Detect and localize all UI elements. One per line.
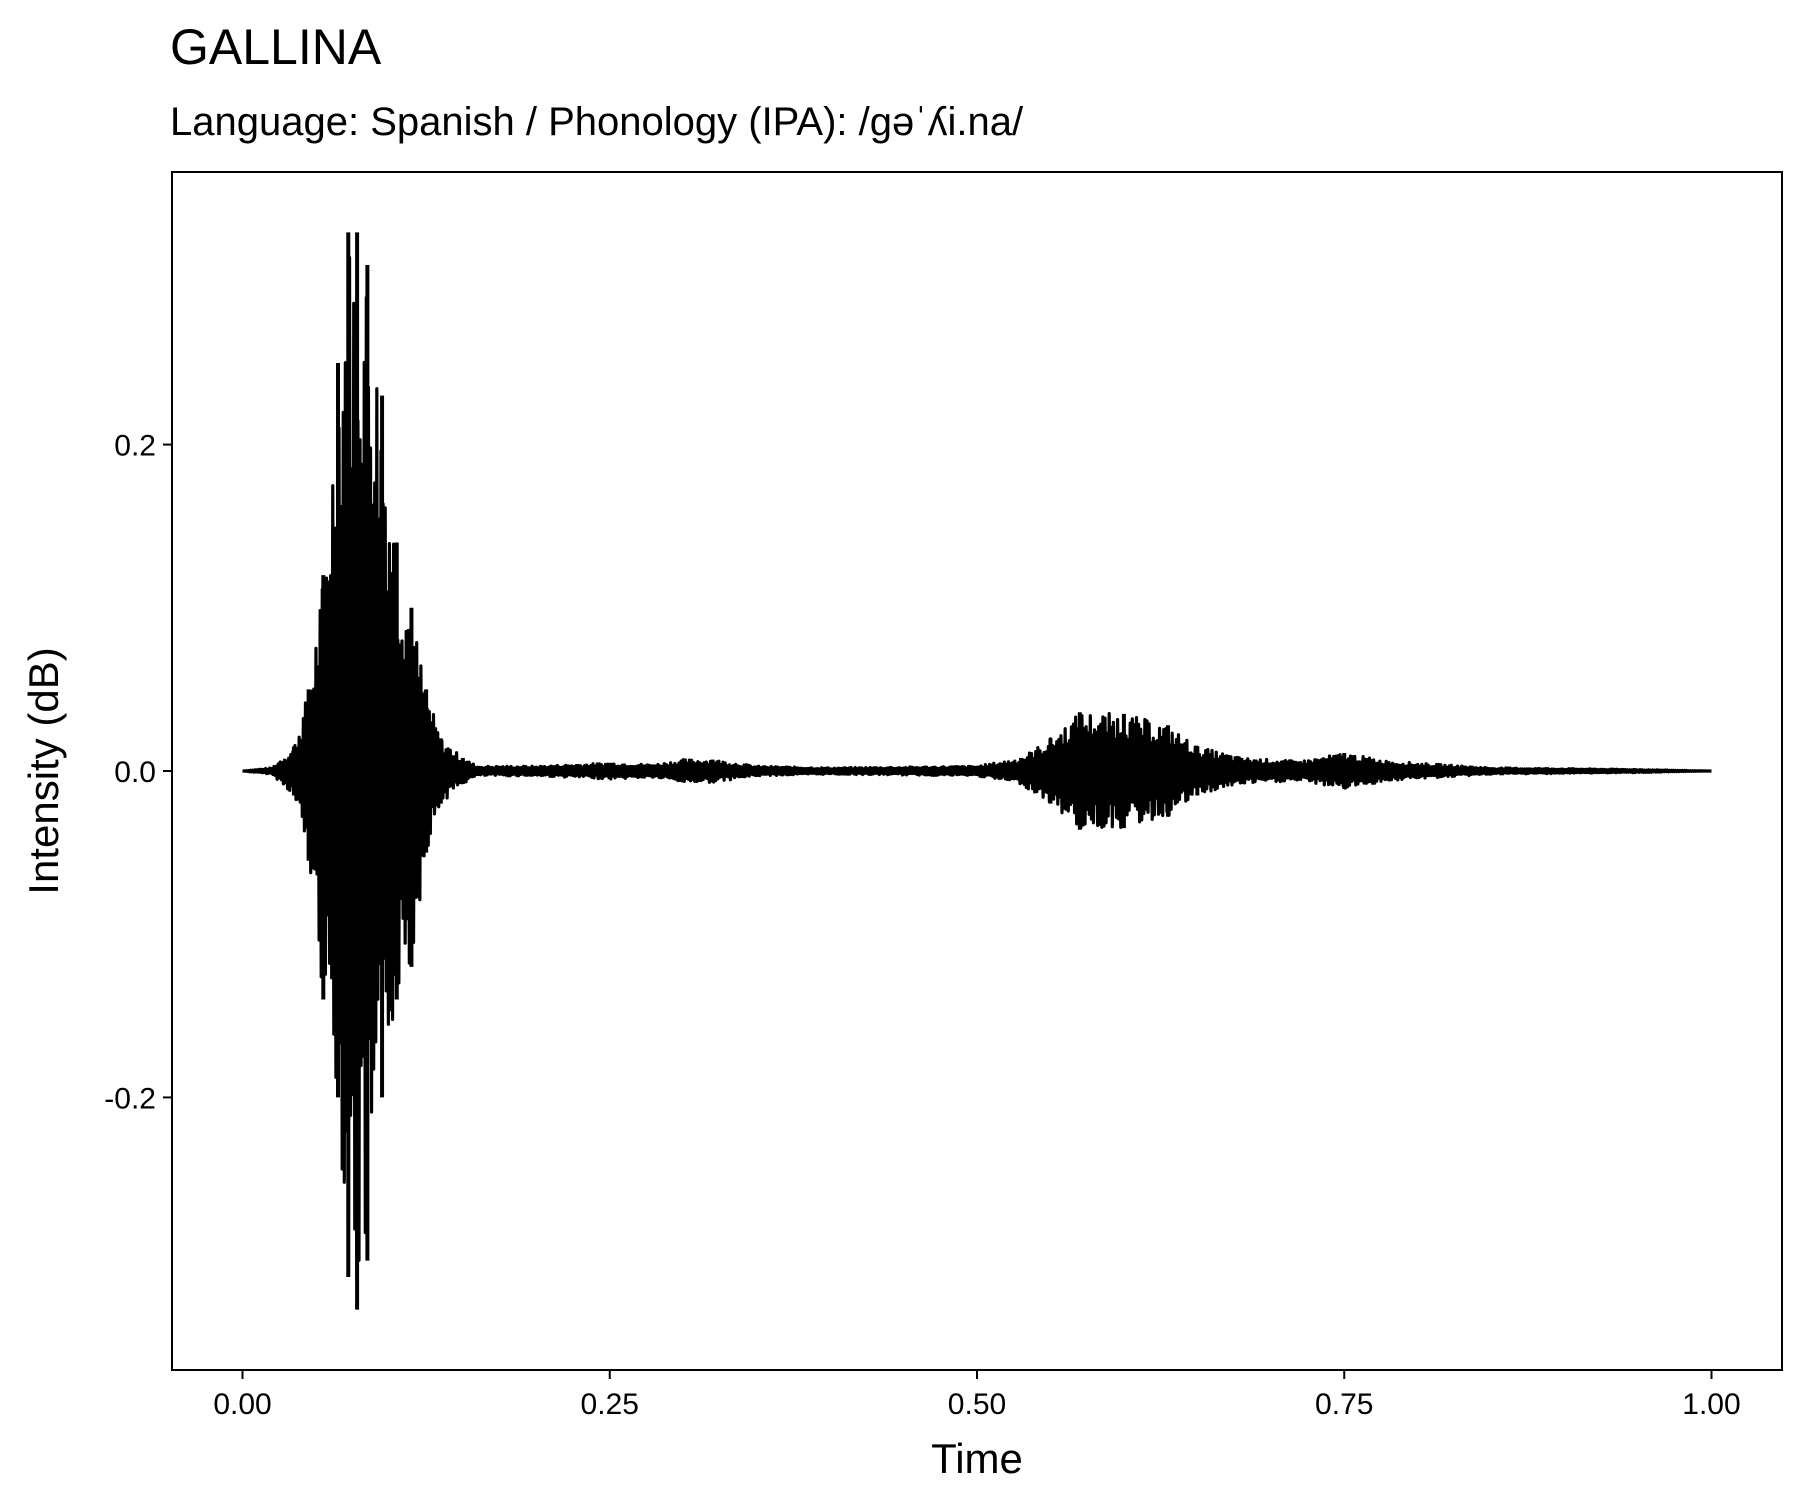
chart-title: GALLINA xyxy=(170,19,382,75)
x-tick-label: 0.50 xyxy=(948,1388,1006,1421)
y-tick-label: -0.2 xyxy=(104,1082,156,1115)
x-tick-label: 0.00 xyxy=(213,1388,271,1421)
waveform-peaks xyxy=(269,232,1641,1310)
y-tick-label: 0.0 xyxy=(114,756,156,789)
x-tick-label: 0.75 xyxy=(1315,1388,1373,1421)
y-axis: -0.2 0.0 0.2 xyxy=(104,430,172,1115)
waveform-series xyxy=(241,232,1713,1310)
chart-subtitle: Language: Spanish / Phonology (IPA): /ɡə… xyxy=(170,100,1024,144)
x-tick-label: 0.25 xyxy=(581,1388,639,1421)
x-axis: 0.00 0.25 0.50 0.75 1.00 xyxy=(213,1370,1741,1421)
y-tick-label: 0.2 xyxy=(114,430,156,463)
y-axis-title: Intensity (dB) xyxy=(20,647,67,894)
x-axis-title: Time xyxy=(931,1435,1023,1482)
x-tick-label: 1.00 xyxy=(1682,1388,1740,1421)
